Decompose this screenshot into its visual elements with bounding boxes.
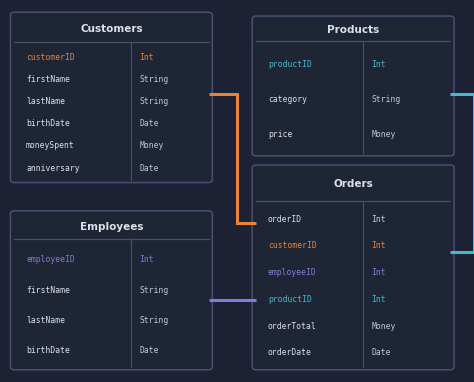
Text: customerID: customerID [268,241,317,250]
Text: String: String [372,95,401,104]
Text: Money: Money [372,322,396,330]
Text: productID: productID [268,295,312,304]
Text: moneySpent: moneySpent [26,141,75,151]
Text: anniversary: anniversary [26,163,80,173]
Text: String: String [139,286,169,295]
Text: String: String [139,97,169,106]
Text: Date: Date [139,346,159,355]
FancyBboxPatch shape [10,12,212,183]
FancyBboxPatch shape [10,211,212,370]
Text: Int: Int [372,215,386,223]
Text: firstName: firstName [26,286,70,295]
Text: Customers: Customers [80,24,143,34]
Text: lastName: lastName [26,316,65,325]
Text: Int: Int [139,53,154,62]
Text: Date: Date [372,348,391,357]
Text: Employees: Employees [80,222,143,231]
Text: Int: Int [139,255,154,264]
Text: orderTotal: orderTotal [268,322,317,330]
Text: birthDate: birthDate [26,119,70,128]
Text: firstName: firstName [26,75,70,84]
Text: Int: Int [372,268,386,277]
FancyBboxPatch shape [252,165,454,370]
Text: Money: Money [139,141,164,151]
Text: Int: Int [372,241,386,250]
FancyBboxPatch shape [252,16,454,156]
Text: employeeID: employeeID [268,268,317,277]
Text: String: String [139,316,169,325]
Text: String: String [139,75,169,84]
Text: productID: productID [268,60,312,70]
Text: Int: Int [372,295,386,304]
Text: lastName: lastName [26,97,65,106]
Text: birthDate: birthDate [26,346,70,355]
Text: Date: Date [139,163,159,173]
Text: customerID: customerID [26,53,75,62]
Text: Int: Int [372,60,386,70]
Text: Money: Money [372,130,396,139]
Text: orderDate: orderDate [268,348,312,357]
Text: orderID: orderID [268,215,302,223]
Text: Products: Products [327,25,379,35]
Text: category: category [268,95,307,104]
Text: employeeID: employeeID [26,255,75,264]
Text: Orders: Orders [333,180,373,189]
Text: price: price [268,130,292,139]
Text: Date: Date [139,119,159,128]
